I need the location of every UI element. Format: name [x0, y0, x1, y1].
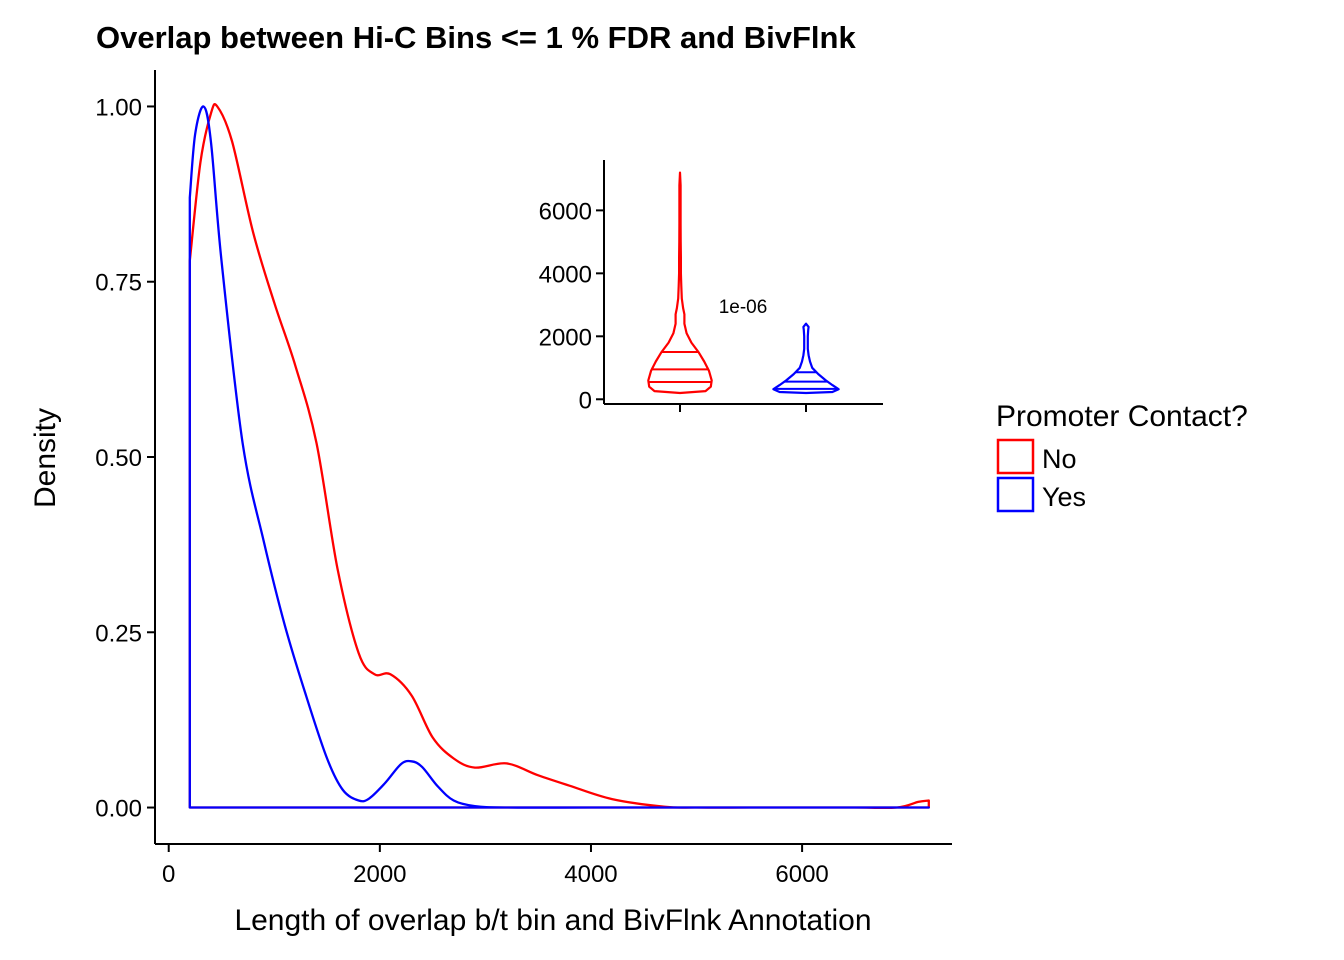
- chart-title: Overlap between Hi-C Bins <= 1 % FDR and…: [96, 20, 856, 55]
- x-tick-label: 6000: [775, 861, 828, 888]
- y-tick-label: 1.00: [95, 94, 142, 121]
- main-y-ticks: 0.00 0.25 0.50 0.75 1.00: [95, 94, 155, 823]
- legend-key-no: [996, 438, 1035, 475]
- x-tick-label: 2000: [353, 861, 406, 888]
- y-tick-label: 0.25: [95, 620, 142, 647]
- inset-y-ticks: 0 2000 4000 6000: [539, 198, 604, 414]
- y-tick-label: 0.50: [95, 445, 142, 472]
- y-tick-label: 0.75: [95, 270, 142, 297]
- inset-y-tick-label: 0: [579, 387, 592, 414]
- main-panel: 0.00 0.25 0.50 0.75 1.00 0 2000 4000 6000: [95, 70, 952, 888]
- violin-yes: [772, 322, 840, 395]
- inset-violins: [647, 171, 840, 395]
- p-value-annotation: 1e-06: [719, 297, 768, 318]
- inset-violin-panel: 0 2000 4000 6000 1e-06: [539, 160, 883, 414]
- legend-title: Promoter Contact?: [996, 400, 1248, 433]
- violin-no: [647, 171, 713, 395]
- legend-item-no: No: [996, 438, 1077, 475]
- legend-item-yes: Yes: [996, 476, 1086, 513]
- legend-key-yes: [996, 476, 1035, 513]
- y-axis-label: Density: [29, 408, 62, 508]
- inset-y-tick-label: 6000: [539, 198, 592, 225]
- density-curve-yes: [188, 105, 930, 809]
- inset-y-tick-label: 2000: [539, 324, 592, 351]
- x-tick-label: 0: [162, 861, 175, 888]
- main-x-ticks: 0 2000 4000 6000: [162, 844, 829, 888]
- y-tick-label: 0.00: [95, 796, 142, 823]
- inset-y-tick-label: 4000: [539, 261, 592, 288]
- inset-x-ticks: [679, 404, 807, 412]
- main-series: [188, 103, 930, 810]
- legend-label-yes: Yes: [1042, 482, 1086, 512]
- x-tick-label: 4000: [564, 861, 617, 888]
- legend-label-no: No: [1042, 444, 1077, 474]
- x-axis-label: Length of overlap b/t bin and BivFlnk An…: [234, 904, 871, 937]
- legend: Promoter Contact? No Yes: [996, 400, 1248, 513]
